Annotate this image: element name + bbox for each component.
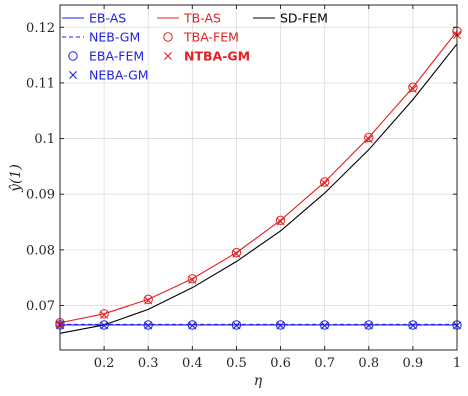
legend-swatch-ntba-gm: [164, 52, 172, 60]
point-ntba-gm: [320, 179, 329, 188]
point-tba-fem: [187, 274, 198, 284]
y-axis-label: ŷ(1): [7, 164, 24, 193]
point-neba-gm: [408, 321, 417, 330]
point-neba-gm: [100, 321, 109, 330]
point-ntba-gm: [188, 275, 197, 284]
point-neba-gm: [232, 321, 241, 330]
x-axis-label: η: [254, 373, 263, 389]
point-neba-gm: [364, 321, 373, 330]
series-line-tb-as: [59, 30, 458, 324]
legend-label-tb-as: TB-AS: [183, 11, 221, 26]
y-tick-label: 0.08: [26, 243, 55, 258]
point-eba-fem: [319, 320, 330, 330]
point-ntba-gm: [100, 310, 109, 319]
x-tick-label: 0.6: [270, 356, 291, 371]
legend-label-eba-fem: EBA-FEM: [89, 49, 144, 64]
y-tick-label: 0.11: [26, 76, 55, 91]
point-neba-gm: [188, 321, 197, 330]
legend-label-neba-gm: NEBA-GM: [89, 68, 149, 83]
point-ntba-gm: [144, 296, 153, 305]
legend: EB-AS NEB-GM EBA-FEM NEBA-GM TB-AS TBA-FEM NTB…: [62, 11, 328, 83]
point-eba-fem: [99, 320, 109, 330]
x-tick-label: 0.8: [358, 356, 379, 371]
legend-swatch-eba-fem: [68, 51, 78, 61]
y-tick-label: 0.09: [26, 188, 55, 203]
point-eba-fem: [231, 320, 242, 330]
point-neba-gm: [276, 321, 285, 330]
x-tick-label: 0.5: [226, 356, 247, 371]
x-tick-label: 0.9: [403, 356, 424, 371]
legend-label-ntba-gm: NTBA-GM: [184, 49, 250, 64]
point-tba-fem: [231, 247, 242, 258]
x-tick-label: 1: [453, 356, 461, 371]
y-tick-label: 0.1: [34, 132, 55, 147]
legend-label-tba-fem: TBA-FEM: [183, 30, 239, 45]
point-tba-fem: [319, 177, 330, 187]
legend-label-neb-gm: NEB-GM: [89, 30, 140, 45]
point-eba-fem: [408, 320, 418, 330]
point-ntba-gm: [276, 217, 285, 226]
point-tba-fem: [364, 132, 374, 143]
point-neba-gm: [144, 321, 153, 330]
series-line-sd-fem: [59, 43, 458, 334]
ticks: [60, 5, 458, 350]
plot-frame: [59, 4, 458, 351]
y-tick-label: 0.12: [26, 21, 55, 36]
legend-label-sd-fem: SD-FEM: [280, 11, 328, 26]
point-neba-gm: [320, 321, 329, 330]
point-tba-fem: [99, 309, 109, 319]
point-tba-fem: [275, 215, 286, 226]
legend-swatch-neba-gm: [69, 71, 77, 79]
x-tick-label: 0.7: [314, 356, 335, 371]
point-tba-fem: [143, 294, 153, 305]
plot-background: [60, 5, 457, 350]
series-lines: [59, 30, 458, 334]
tick-labels: 0.2 0.3 0.4 0.5 0.6 0.7 0.8 0.9 1 0.07 0.08 0.09 0.1…: [26, 21, 461, 371]
y-tick-label: 0.07: [26, 299, 55, 314]
point-eba-fem: [364, 320, 374, 330]
point-ntba-gm: [364, 135, 373, 144]
point-ntba-gm: [232, 249, 241, 258]
point-ntba-gm: [408, 85, 417, 94]
point-eba-fem: [187, 320, 198, 330]
legend-label-eb-as: EB-AS: [89, 11, 126, 26]
x-tick-label: 0.3: [138, 356, 159, 371]
legend-swatch-tba-fem: [163, 32, 173, 42]
x-tick-label: 0.4: [182, 356, 203, 371]
point-eba-fem: [143, 320, 153, 330]
x-tick-label: 0.2: [94, 356, 115, 371]
point-eba-fem: [275, 320, 286, 330]
point-tba-fem: [408, 82, 418, 93]
